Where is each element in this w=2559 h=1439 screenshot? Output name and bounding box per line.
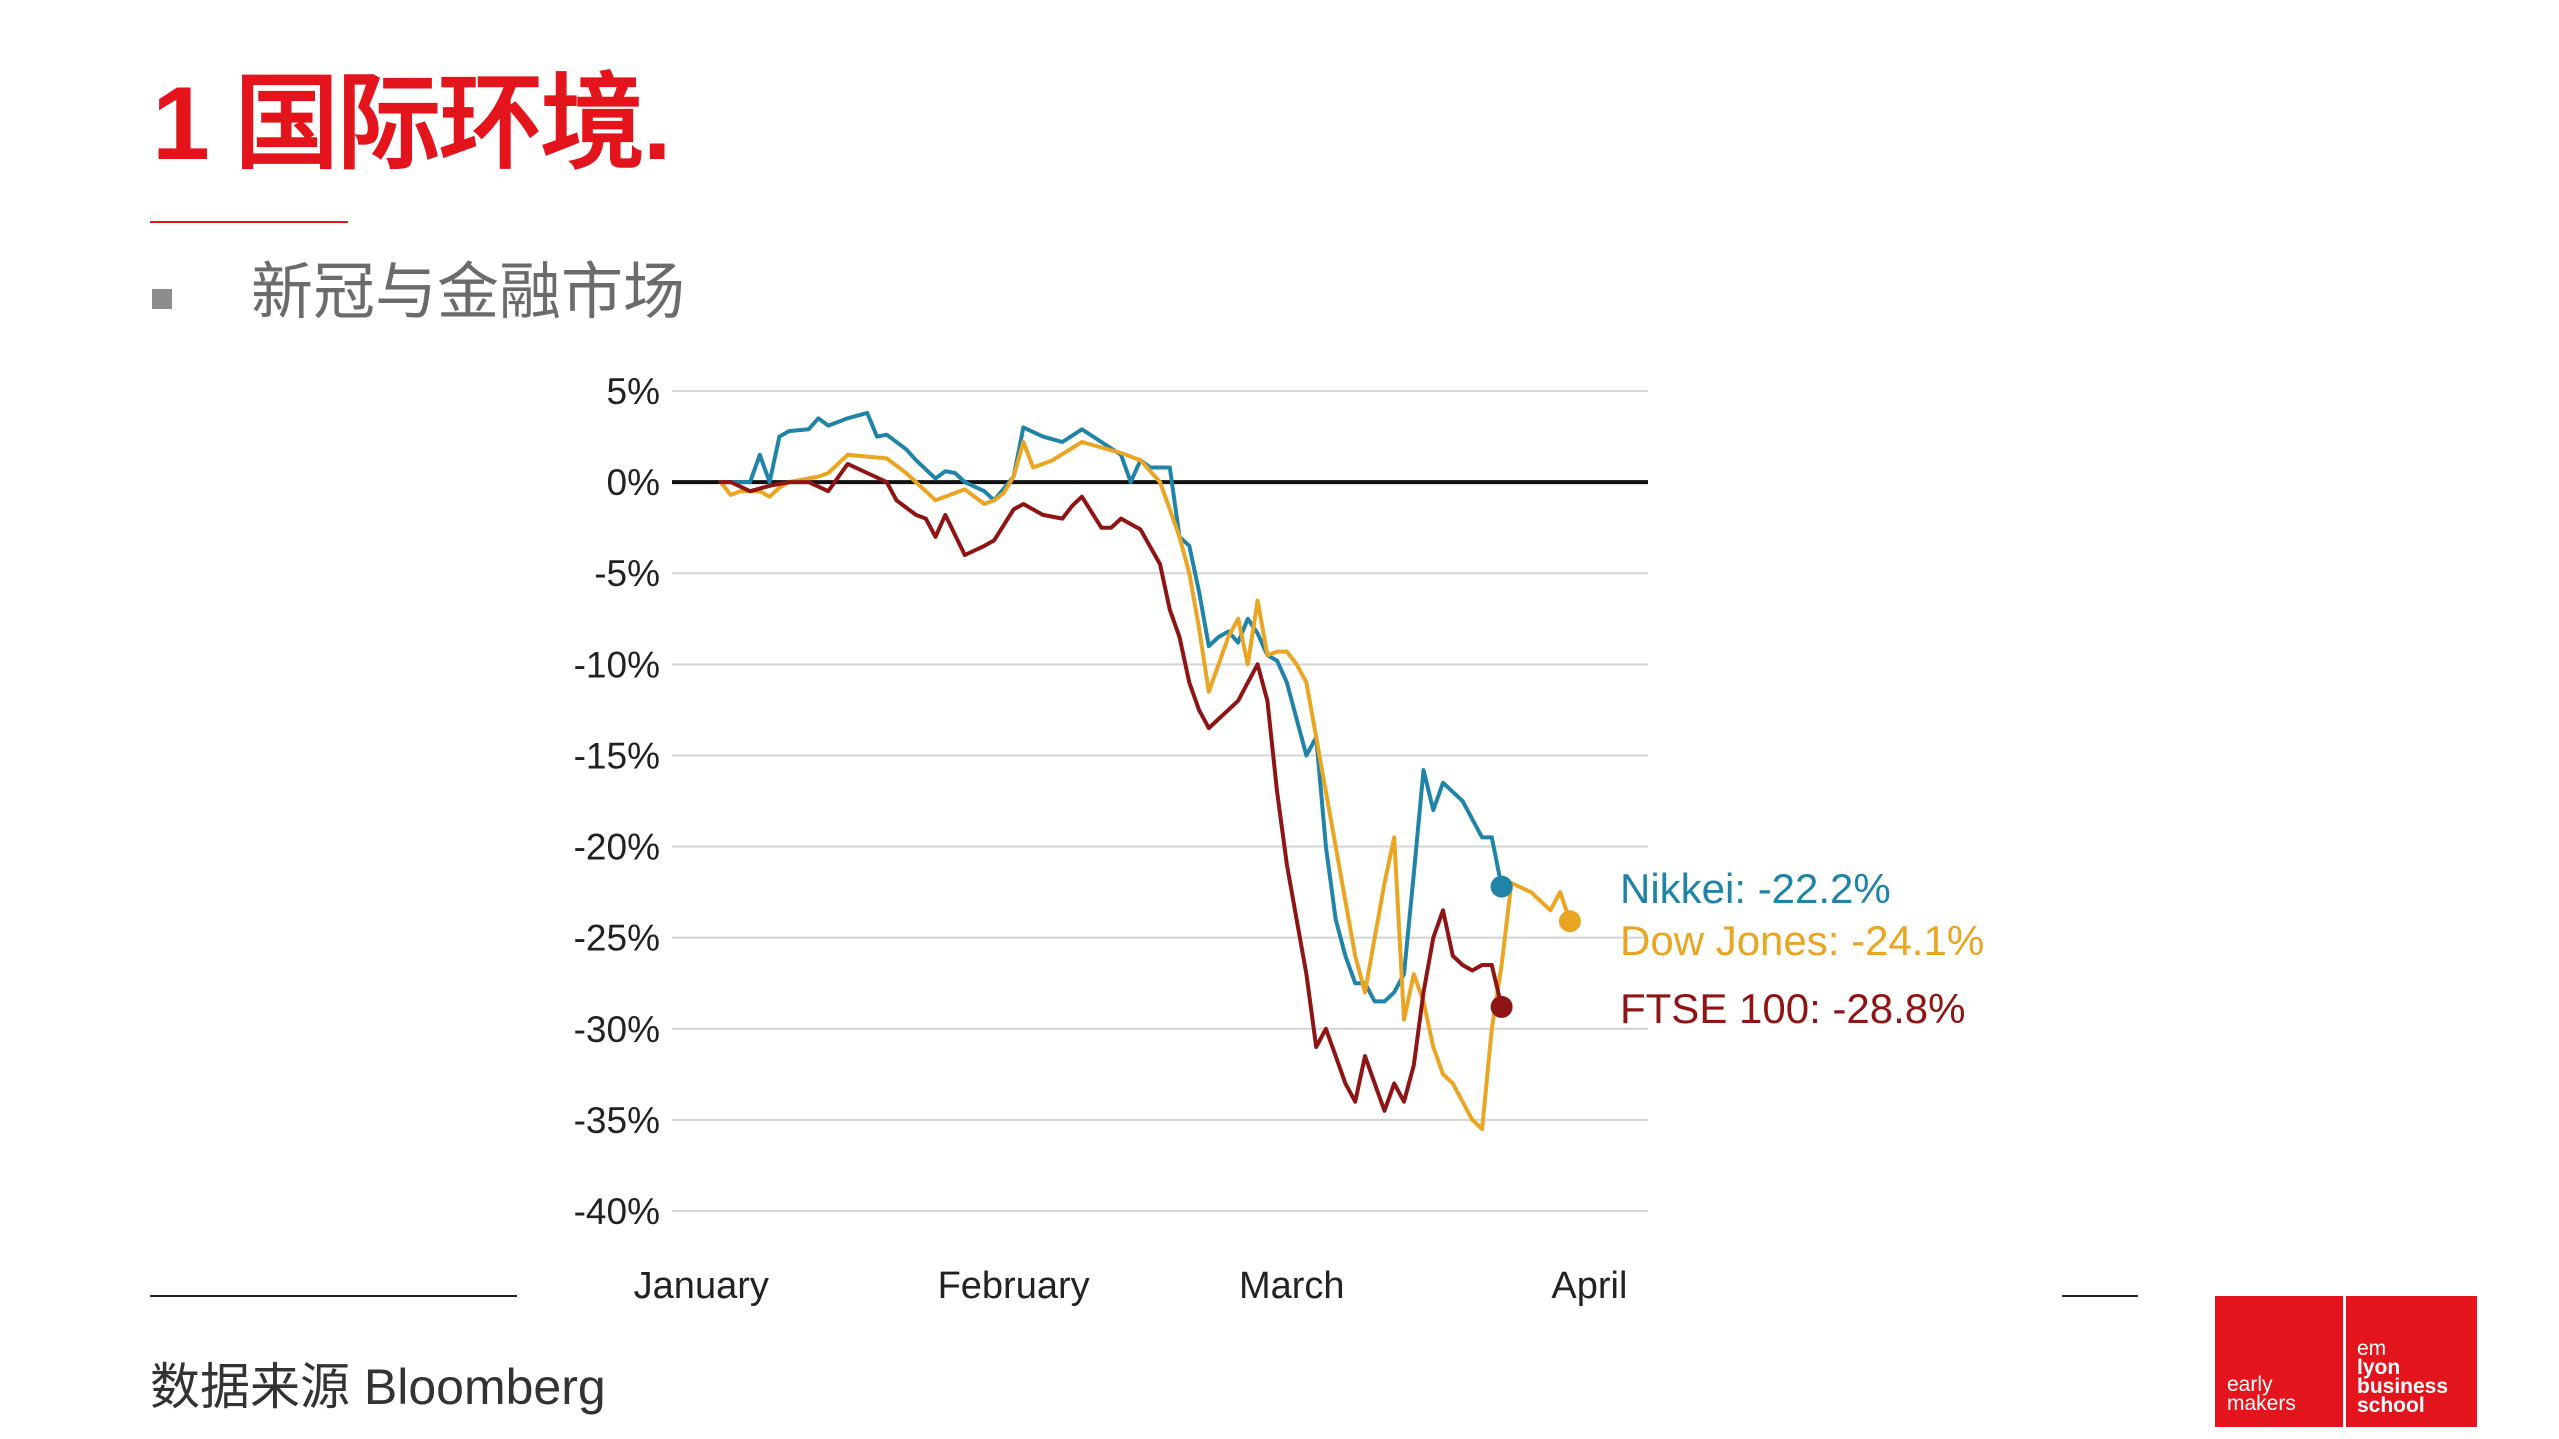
footer-left-rule (150, 1295, 517, 1297)
y-tick-label: -40% (574, 1191, 660, 1232)
series-label-nikkei: Nikkei: -22.2% (1620, 865, 1891, 912)
end-marker-dow-jones (1558, 910, 1581, 933)
y-tick-label: -15% (574, 735, 660, 776)
logo-name-line2: lyon (2357, 1356, 2401, 1379)
logo-tagline: early makers (2227, 1373, 2296, 1415)
y-tick-label: 0% (607, 462, 660, 503)
series-labels: Nikkei: -22.2% Dow Jones: -24.1% FTSE 100:… (1620, 865, 1984, 1032)
y-tick-labels: 5% 0% -5% -10% -15% -20% -25% -30% -35% -40% (574, 371, 660, 1232)
y-tick-label: -5% (594, 553, 660, 594)
data-source-note: 数据来源 Bloomberg (150, 1359, 606, 1415)
slide-title: 1 国际环境. (152, 66, 672, 182)
x-tick-label: March (1239, 1265, 1345, 1307)
logo-tagline-line2: makers (2227, 1392, 2296, 1415)
series-line-dow-jones (718, 440, 1572, 1131)
series-label-ftse-100: FTSE 100: -28.8% (1620, 985, 1966, 1032)
logo-tagline-line1: early (2227, 1373, 2273, 1396)
end-markers (1490, 875, 1581, 1018)
y-tick-label: 5% (607, 371, 660, 412)
title-underline (150, 221, 348, 223)
footer-right-rule (2062, 1295, 2138, 1297)
x-tick-label: January (634, 1265, 769, 1307)
x-tick-label: February (938, 1265, 1090, 1307)
y-tick-label: -25% (574, 918, 660, 959)
bullet-square-icon (152, 289, 172, 309)
x-tick-labels: January February March April (634, 1265, 1628, 1307)
end-marker-ftse-100 (1490, 995, 1513, 1018)
logo-school-name: em lyon business school (2357, 1337, 2449, 1417)
y-tick-label: -10% (574, 644, 660, 685)
logo-divider (2343, 1296, 2346, 1427)
y-tick-label: -30% (574, 1009, 660, 1050)
end-marker-nikkei (1490, 875, 1513, 898)
y-tick-label: -20% (574, 827, 660, 868)
logo-name-line3: business (2357, 1375, 2449, 1398)
series-label-dow-jones: Dow Jones: -24.1% (1620, 917, 1984, 964)
emlyon-logo: early makers em lyon business school (2215, 1296, 2477, 1427)
logo-name-line1: em (2357, 1337, 2387, 1360)
y-tick-label: -35% (574, 1100, 660, 1141)
logo-name-line4: school (2357, 1394, 2425, 1417)
series-lines (718, 410, 1572, 1131)
grid-lines (672, 390, 1648, 1212)
series-line-nikkei (718, 410, 1504, 1004)
series-line-ftse-100 (718, 461, 1504, 1113)
bullet-text: 新冠与金融市场 (251, 258, 686, 327)
x-tick-label: April (1551, 1265, 1627, 1307)
